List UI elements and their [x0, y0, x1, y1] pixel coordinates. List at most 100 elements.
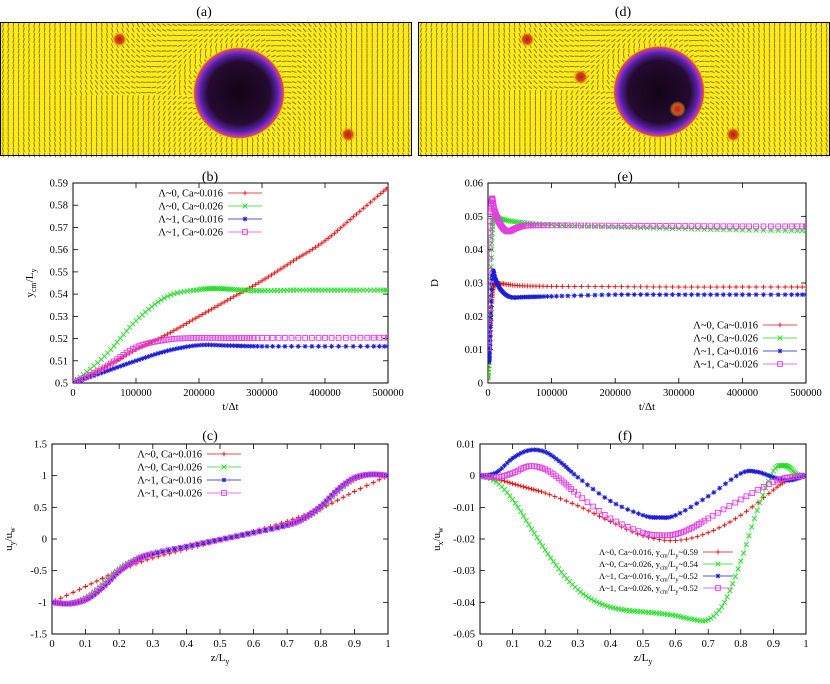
data-point — [206, 342, 211, 348]
data-point — [753, 223, 759, 230]
series-4 — [52, 471, 388, 607]
data-point — [155, 338, 161, 345]
data-point — [341, 222, 347, 228]
data-point — [190, 343, 196, 349]
data-point — [732, 499, 739, 506]
panel-f: (f) 0 0.1 0.2 0.3 0.4 0.5 0.6 0.7 0.8 0.9 1 -0.05 -0… — [431, 429, 809, 666]
data-point — [559, 460, 564, 466]
data-point — [148, 339, 155, 346]
data-point — [94, 368, 101, 374]
data-point — [590, 503, 596, 510]
legend-marker — [777, 322, 783, 328]
data-point — [775, 223, 782, 230]
data-point — [149, 304, 155, 310]
data-point — [488, 349, 493, 355]
data-point — [62, 600, 69, 607]
data-point — [58, 595, 64, 601]
y-tick-label: 0 — [478, 379, 483, 390]
data-point — [726, 223, 733, 230]
y-tick-label: 0.5 — [34, 503, 47, 514]
data-point — [77, 378, 83, 383]
data-point — [383, 287, 388, 293]
data-point — [171, 546, 178, 552]
y-tick-label: 0.57 — [50, 223, 68, 234]
data-point — [488, 280, 492, 287]
data-point — [166, 548, 171, 553]
data-point — [619, 292, 624, 297]
data-point — [738, 558, 744, 564]
x-tick-label: 0.2 — [539, 639, 552, 650]
chart-e: 0 100000 200000 300000 400000 500000 0 0.01 0.02… — [429, 179, 822, 414]
data-point — [489, 240, 495, 246]
data-point — [670, 292, 675, 298]
data-point — [775, 284, 781, 290]
data-point — [682, 507, 688, 513]
data-point — [667, 538, 673, 544]
panel-b: (b) 0 100000 200000 300000 400000 500000 0.5 0.… — [24, 170, 404, 413]
data-point — [215, 303, 221, 309]
data-point — [676, 284, 682, 290]
data-point — [64, 593, 70, 598]
y-tick-label: 0.55 — [50, 267, 68, 278]
data-point — [347, 217, 353, 222]
data-point — [656, 223, 663, 229]
data-point — [381, 343, 387, 349]
data-point — [528, 526, 535, 532]
data-point — [792, 473, 799, 480]
series-3 — [488, 268, 806, 364]
data-point — [640, 512, 646, 518]
data-point — [542, 547, 548, 553]
x-tick-label: 0.7 — [281, 639, 294, 650]
data-point — [760, 470, 765, 476]
data-point — [510, 218, 516, 225]
data-point — [117, 363, 123, 369]
data-point — [289, 343, 294, 349]
data-point — [799, 223, 806, 230]
data-point — [608, 519, 613, 524]
data-point — [205, 539, 212, 545]
y-tick-label: -1 — [38, 598, 47, 609]
data-point — [493, 212, 499, 218]
data-point — [209, 342, 214, 348]
data-point — [568, 469, 574, 475]
data-point — [488, 342, 493, 348]
panel-c: (c) 0 0.1 0.2 0.3 0.4 0.5 0.6 0.7 0.8 0.9 1 -1.5 -1 -… — [3, 429, 391, 666]
series-4 — [73, 334, 388, 383]
data-point — [217, 536, 223, 543]
data-point — [303, 250, 309, 256]
data-point — [761, 284, 766, 290]
data-point — [707, 226, 714, 233]
data-point — [695, 284, 701, 290]
data-point — [553, 456, 559, 462]
data-point — [171, 291, 177, 297]
data-point — [556, 566, 562, 572]
data-point — [222, 535, 229, 542]
droplet — [193, 47, 285, 139]
data-point — [565, 222, 571, 229]
data-point — [719, 604, 725, 610]
data-point — [585, 292, 591, 298]
data-point — [142, 341, 149, 347]
legend-marker — [242, 216, 248, 222]
data-point — [523, 448, 529, 454]
data-point — [675, 223, 682, 229]
data-point — [325, 235, 331, 241]
data-point — [580, 591, 586, 597]
y-tick-label: 0.53 — [50, 312, 68, 323]
data-point — [727, 588, 733, 594]
data-point — [77, 586, 83, 592]
data-point — [164, 293, 171, 300]
data-point — [221, 299, 227, 305]
data-point — [538, 294, 544, 300]
legend-marker — [242, 203, 248, 209]
data-point — [625, 284, 631, 290]
data-point — [83, 373, 90, 380]
x-tick-label: 0.9 — [767, 639, 780, 650]
x-tick-label: 0.1 — [506, 639, 519, 650]
data-point — [127, 360, 133, 366]
data-point — [174, 335, 180, 342]
data-point — [247, 335, 254, 341]
legend-label: Λ~1, Ca~0.016 — [693, 347, 758, 358]
panel-a-label: (a) — [196, 5, 212, 20]
data-point — [357, 486, 363, 492]
